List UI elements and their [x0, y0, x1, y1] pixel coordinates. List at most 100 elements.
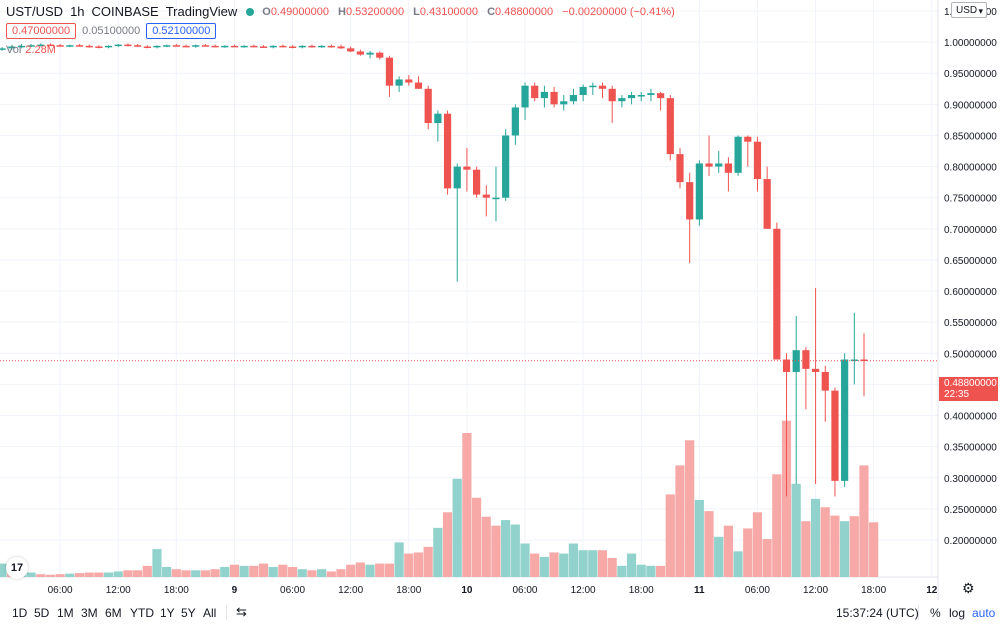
volume-bar: [355, 562, 365, 577]
candle-body: [666, 98, 674, 155]
timeframe-all[interactable]: All: [203, 606, 217, 620]
candle-body: [521, 85, 529, 108]
timeframe-5y[interactable]: 5Y: [181, 606, 196, 620]
timeframe-5d[interactable]: 5D: [34, 606, 50, 620]
volume-bar: [375, 563, 385, 577]
open-value: 0.49000000: [270, 5, 329, 18]
candle-body: [211, 45, 219, 48]
candle-body: [395, 79, 403, 86]
candle-body: [288, 46, 297, 48]
volume-bar: [510, 524, 520, 577]
volume-bar: [820, 507, 830, 577]
auto-scale-toggle[interactable]: auto: [972, 606, 996, 620]
volume-bar: [849, 516, 859, 577]
candle: [259, 45, 268, 48]
candle-body: [792, 350, 800, 372]
candle: [850, 312, 858, 385]
utc-clock[interactable]: 15:37:24 (UTC): [836, 606, 919, 620]
candle-body: [376, 52, 384, 58]
candle-body: [347, 48, 355, 52]
volume-bar: [191, 570, 201, 577]
candle: [46, 43, 55, 47]
price-tick-label: 0.60000000: [944, 287, 997, 298]
timeframe-6m[interactable]: 6M: [105, 606, 122, 620]
candle-body: [705, 163, 713, 167]
candle: [453, 163, 461, 282]
candle: [56, 43, 64, 47]
date-range-icon[interactable]: ⇆: [236, 604, 247, 619]
candle: [608, 85, 616, 124]
candle: [17, 43, 26, 49]
log-scale-toggle[interactable]: log: [949, 606, 966, 620]
volume-bar: [123, 570, 133, 577]
volume-bar: [646, 565, 656, 577]
currency-dropdown[interactable]: USD ▾: [951, 2, 987, 18]
candle-body: [124, 44, 132, 47]
candle-body: [531, 85, 539, 99]
candle-body: [221, 45, 229, 48]
high-value: 0.53200000: [345, 5, 405, 18]
candle-body: [85, 45, 93, 48]
price-tick-label: 0.55000000: [944, 318, 997, 329]
candle-body: [657, 93, 665, 99]
volume-bar: [568, 543, 579, 577]
time-tick-label: 18:00: [164, 585, 189, 596]
candle: [821, 365, 829, 422]
candle: [676, 147, 684, 189]
volume-bar: [781, 420, 792, 577]
volume-bar: [462, 433, 472, 577]
candle-body: [318, 45, 326, 48]
price-tick-label: 0.70000000: [944, 225, 997, 236]
volume-bar: [655, 565, 666, 577]
candle: [569, 88, 578, 105]
time-axis-labels: 06:00 12:00 18:00 9 06:00 12:00 18:00 10 06:00 12…: [48, 585, 938, 596]
candle-body: [715, 163, 723, 167]
interval-label[interactable]: 1h: [70, 4, 85, 19]
volume-bar: [839, 521, 850, 577]
timeframe-1d[interactable]: 1D: [12, 606, 28, 620]
candle-body: [763, 179, 771, 229]
candle-body: [27, 45, 35, 47]
price-tick-label: 0.75000000: [944, 194, 997, 205]
last-price-tag: 0.48800000 22:35: [939, 377, 998, 401]
candle-body: [608, 88, 616, 102]
candle-body: [163, 45, 171, 47]
candle-body: [424, 88, 432, 124]
candle-body: [327, 45, 335, 48]
timeframe-3m[interactable]: 3M: [81, 606, 98, 620]
chevron-down-icon: ▾: [978, 6, 983, 16]
candle: [492, 166, 500, 222]
price-chart[interactable]: 1.050000001.000000000.950000000.90000000…: [0, 0, 1000, 600]
candle-body: [405, 79, 413, 83]
candle: [308, 44, 316, 48]
candle-body: [37, 44, 45, 47]
exchange-label: COINBASE: [91, 4, 159, 19]
volume-bar: [772, 474, 782, 577]
percent-scale-toggle[interactable]: %: [930, 606, 941, 620]
symbol-label[interactable]: UST/USD: [6, 4, 64, 19]
volume-bar: [229, 564, 240, 577]
timeframe-1m[interactable]: 1M: [57, 606, 74, 620]
price-tick-label: 0.25000000: [944, 505, 997, 516]
volume-bar: [442, 512, 453, 577]
volume-bar: [268, 566, 278, 577]
candle-body: [482, 194, 490, 198]
toolbar-divider: [918, 605, 919, 620]
price-tick-label: 1.00000000: [944, 38, 997, 49]
low-value: 0.43100000: [419, 5, 479, 18]
candle-body: [269, 45, 277, 48]
candle: [385, 55, 394, 97]
candle-body: [676, 154, 684, 183]
timeframe-ytd[interactable]: YTD: [130, 606, 154, 620]
timeframe-1y[interactable]: 1Y: [160, 606, 175, 620]
settings-gear-icon[interactable]: ⚙: [962, 580, 975, 596]
candle-body: [75, 45, 84, 47]
buy-price-button[interactable]: 0.52100000: [146, 23, 217, 39]
volume-bar: [694, 499, 704, 577]
candle-body: [463, 166, 471, 170]
candle: [550, 86, 558, 108]
time-tick-label: 06:00: [745, 585, 770, 596]
bar-countdown: 22:35: [944, 389, 970, 400]
sell-price-button[interactable]: 0.47000000: [6, 23, 77, 39]
tradingview-logo-icon[interactable]: 17: [6, 557, 28, 579]
